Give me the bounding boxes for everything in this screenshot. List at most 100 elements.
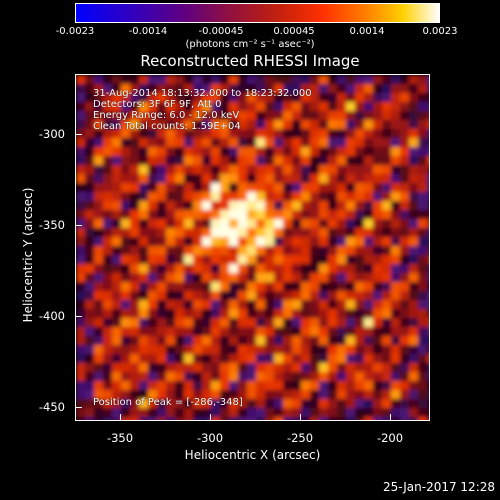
image-pixel — [373, 381, 383, 391]
image-pixel — [256, 336, 266, 346]
image-pixel — [193, 381, 203, 391]
image-pixel — [409, 246, 419, 256]
image-pixel — [220, 174, 230, 184]
image-pixel — [130, 120, 140, 130]
image-pixel — [238, 246, 248, 256]
image-pixel — [85, 246, 95, 256]
image-pixel — [337, 228, 347, 238]
image-pixel — [157, 390, 167, 400]
image-pixel — [346, 210, 356, 220]
image-pixel — [103, 309, 113, 319]
image-pixel — [238, 210, 248, 220]
image-pixel — [238, 219, 248, 229]
image-pixel — [274, 408, 284, 418]
image-pixel — [310, 237, 320, 247]
image-pixel — [139, 291, 149, 301]
image-pixel — [274, 120, 284, 130]
image-pixel — [346, 237, 356, 247]
image-pixel — [148, 309, 158, 319]
image-pixel — [418, 336, 428, 346]
image-pixel — [274, 84, 284, 94]
image-pixel — [130, 156, 140, 166]
image-pixel — [238, 345, 248, 355]
image-pixel — [409, 93, 419, 103]
image-pixel — [346, 399, 356, 409]
image-pixel — [400, 228, 410, 238]
image-pixel — [166, 255, 176, 265]
image-pixel — [166, 111, 176, 121]
image-pixel — [121, 84, 131, 94]
image-pixel — [229, 327, 239, 337]
image-pixel — [94, 327, 104, 337]
image-pixel — [229, 336, 239, 346]
image-pixel — [157, 120, 167, 130]
image-pixel — [148, 264, 158, 274]
image-pixel — [346, 309, 356, 319]
image-pixel — [256, 165, 266, 175]
image-pixel — [112, 309, 122, 319]
image-pixel — [283, 183, 293, 193]
image-pixel — [409, 183, 419, 193]
image-pixel — [211, 192, 221, 202]
image-pixel — [346, 255, 356, 265]
image-pixel — [184, 165, 194, 175]
image-pixel — [337, 201, 347, 211]
image-pixel — [220, 246, 230, 256]
image-pixel — [193, 282, 203, 292]
image-pixel — [184, 255, 194, 265]
image-pixel — [247, 93, 257, 103]
image-pixel — [112, 399, 122, 409]
image-pixel — [157, 111, 167, 121]
image-pixel — [274, 336, 284, 346]
image-pixel — [328, 183, 338, 193]
image-pixel — [328, 120, 338, 130]
image-pixel — [166, 84, 176, 94]
image-pixel — [409, 327, 419, 337]
image-pixel — [364, 75, 374, 85]
image-pixel — [112, 336, 122, 346]
image-pixel — [184, 354, 194, 364]
image-pixel — [103, 237, 113, 247]
image-pixel — [76, 93, 86, 103]
image-pixel — [400, 372, 410, 382]
image-pixel — [229, 246, 239, 256]
image-pixel — [121, 381, 131, 391]
image-pixel — [85, 102, 95, 112]
image-pixel — [193, 192, 203, 202]
image-pixel — [274, 174, 284, 184]
image-pixel — [148, 138, 158, 148]
image-pixel — [328, 237, 338, 247]
image-pixel — [238, 264, 248, 274]
image-pixel — [382, 291, 392, 301]
image-pixel — [427, 318, 429, 328]
image-pixel — [166, 363, 176, 373]
image-pixel — [112, 363, 122, 373]
image-pixel — [121, 291, 131, 301]
image-pixel — [139, 192, 149, 202]
image-pixel — [166, 291, 176, 301]
image-pixel — [166, 192, 176, 202]
image-pixel — [337, 120, 347, 130]
image-pixel — [157, 138, 167, 148]
image-pixel — [85, 372, 95, 382]
image-pixel — [373, 309, 383, 319]
image-pixel — [274, 210, 284, 220]
image-pixel — [184, 75, 194, 85]
image-pixel — [211, 246, 221, 256]
image-pixel — [229, 219, 239, 229]
image-pixel — [130, 75, 140, 85]
image-pixel — [184, 318, 194, 328]
image-pixel — [400, 390, 410, 400]
image-pixel — [256, 102, 266, 112]
image-pixel — [94, 147, 104, 157]
image-pixel — [427, 75, 429, 85]
image-pixel — [94, 102, 104, 112]
image-pixel — [121, 210, 131, 220]
image-pixel — [238, 183, 248, 193]
image-pixel — [148, 399, 158, 409]
image-pixel — [328, 201, 338, 211]
image-pixel — [328, 219, 338, 229]
image-pixel — [409, 390, 419, 400]
image-pixel — [112, 372, 122, 382]
image-pixel — [184, 228, 194, 238]
